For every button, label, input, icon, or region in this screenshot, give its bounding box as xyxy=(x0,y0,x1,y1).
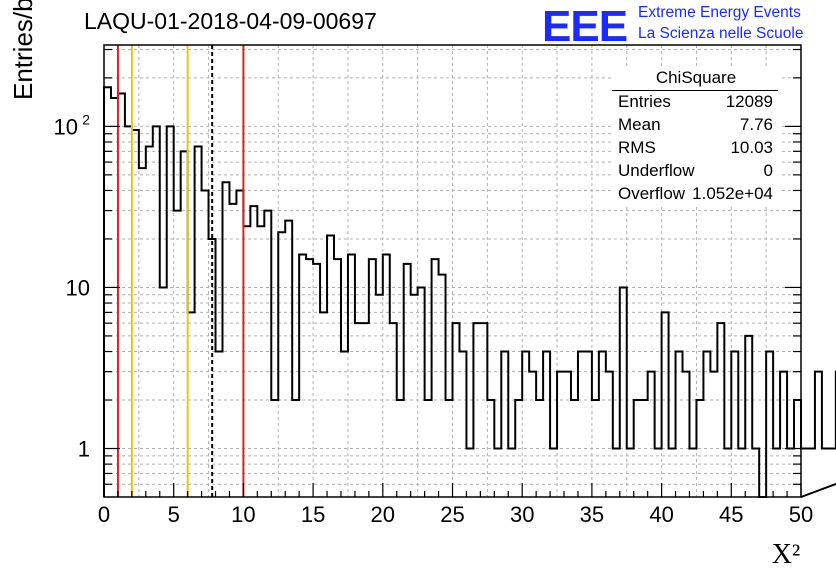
stats-row-mean: Mean 7.76 xyxy=(618,115,773,137)
x-tick-label: 45 xyxy=(719,502,743,527)
stats-key: Overflow xyxy=(618,184,686,203)
x-tick-label: 40 xyxy=(649,502,673,527)
x-tick-label: 35 xyxy=(580,502,604,527)
y-tick-label: 1 xyxy=(78,437,90,462)
stats-value: 0 xyxy=(763,161,773,180)
chart-title: LAQU-01-2018-04-09-00697 xyxy=(84,8,377,34)
x-tick-label: 15 xyxy=(301,502,325,527)
stats-divider xyxy=(612,90,778,91)
y-tick-exponent: 2 xyxy=(82,111,90,127)
eee-logo-mark: EEE xyxy=(542,2,628,51)
x-tick-label: 5 xyxy=(168,502,180,527)
x-tick-label: 0 xyxy=(98,502,110,527)
stats-row-overflow: Overflow 1.052e+04 xyxy=(618,184,773,206)
stats-key: RMS xyxy=(618,138,656,157)
stats-key: Underflow xyxy=(618,161,695,180)
stats-value: 7.76 xyxy=(739,115,773,134)
stats-title: ChiSquare xyxy=(655,68,737,87)
stats-row-rms: RMS 10.03 xyxy=(618,138,773,160)
x-tick-label: 10 xyxy=(231,502,255,527)
y-axis-label: Entries/bin xyxy=(8,0,38,100)
y-tick-label: 10 xyxy=(66,275,90,300)
y-tick-label: 10 xyxy=(54,114,78,139)
stats-key: Mean xyxy=(618,115,661,134)
stats-row-underflow: Underflow 0 xyxy=(618,161,773,183)
stats-value: 1.052e+04 xyxy=(692,184,773,203)
stats-key: Entries xyxy=(618,92,671,111)
stats-value: 10.03 xyxy=(730,138,773,157)
logo-line-1: Extreme Energy Events xyxy=(638,4,801,21)
stats-row-entries: Entries 12089 xyxy=(618,92,773,114)
x-tick-label: 20 xyxy=(371,502,395,527)
x-tick-label: 30 xyxy=(510,502,534,527)
x-axis-label: X² xyxy=(772,539,801,570)
logo-line-2: La Scienza nelle Scuole xyxy=(638,25,804,42)
x-tick-label: 25 xyxy=(440,502,464,527)
x-tick-label: 50 xyxy=(789,502,813,527)
stats-box: ChiSquare Entries 12089 Mean 7.76 RMS 10… xyxy=(612,66,780,206)
histogram-series xyxy=(103,86,836,498)
stats-value: 12089 xyxy=(725,92,773,111)
